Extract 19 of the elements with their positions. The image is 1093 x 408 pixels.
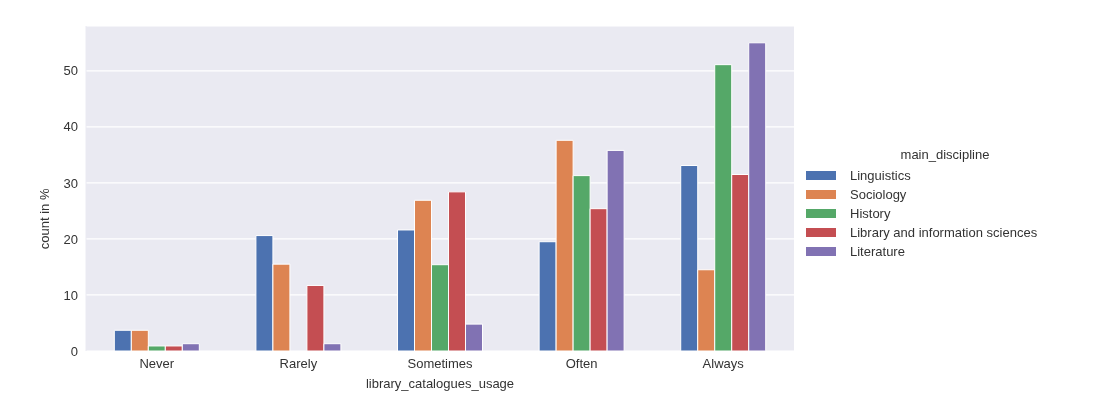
x-tick-label: Never	[139, 356, 175, 372]
x-axis-title: library_catalogues_usage	[365, 376, 515, 391]
x-tick-label: Always	[702, 356, 745, 372]
legend-title: main_discipline	[899, 147, 991, 162]
legend-label: Library and information sciences	[850, 225, 1038, 240]
legend-label: Sociology	[850, 187, 907, 202]
y-axis-title: count in %	[36, 188, 52, 250]
y-tick-label: 10	[63, 287, 78, 303]
legend-label: Linguistics	[850, 168, 911, 183]
legend-label: Literature	[850, 244, 905, 259]
x-tick-label: Often	[565, 356, 598, 372]
y-tick-label: 30	[63, 175, 78, 191]
y-tick-label: 50	[63, 63, 78, 79]
x-tick-label: Sometimes	[407, 356, 473, 372]
x-tick-label: Rarely	[279, 356, 318, 372]
y-tick-label: 40	[63, 119, 78, 135]
y-tick-label: 20	[63, 231, 78, 247]
legend-label: History	[850, 206, 891, 221]
y-tick-label: 0	[70, 343, 78, 359]
